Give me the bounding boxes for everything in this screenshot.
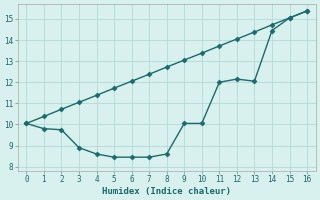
X-axis label: Humidex (Indice chaleur): Humidex (Indice chaleur) [102, 187, 231, 196]
